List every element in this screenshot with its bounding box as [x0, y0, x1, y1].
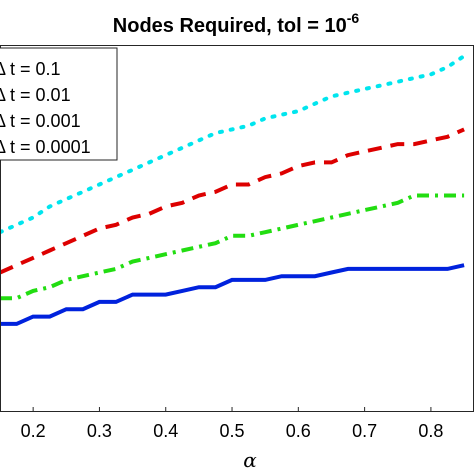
- legend-label: Δ t = 0.01: [0, 85, 71, 105]
- x-axis-label: α: [243, 448, 257, 472]
- x-tick-label: 0.6: [286, 421, 311, 441]
- x-tick-label: 0.3: [87, 421, 112, 441]
- series-line-3: [0, 193, 465, 301]
- series-line-4: [0, 263, 465, 326]
- legend-label: Δ t = 0.001: [0, 111, 81, 131]
- x-tick-label: 0.7: [352, 421, 377, 441]
- legend: Δ t = 0.1 Δ t = 0.01 Δ t = 0.001 Δ t = 0.00…: [0, 47, 118, 161]
- x-tick-label: 0.5: [220, 421, 245, 441]
- series-layer: [0, 54, 467, 326]
- x-tick-label: 0.8: [418, 421, 443, 441]
- legend-label: Δ t = 0.1: [0, 59, 61, 79]
- legend-label: Δ t = 0.0001: [0, 137, 91, 157]
- x-axis-ticks: 0.2 0.3 0.4 0.5 0.6 0.7 0.8: [21, 407, 443, 441]
- legend-box: [0, 47, 118, 161]
- x-tick-label: 0.2: [21, 421, 46, 441]
- x-tick-label: 0.4: [153, 421, 178, 441]
- series-line-1: [0, 54, 467, 235]
- chart-title: Nodes Required, tol = 10-6: [113, 10, 360, 37]
